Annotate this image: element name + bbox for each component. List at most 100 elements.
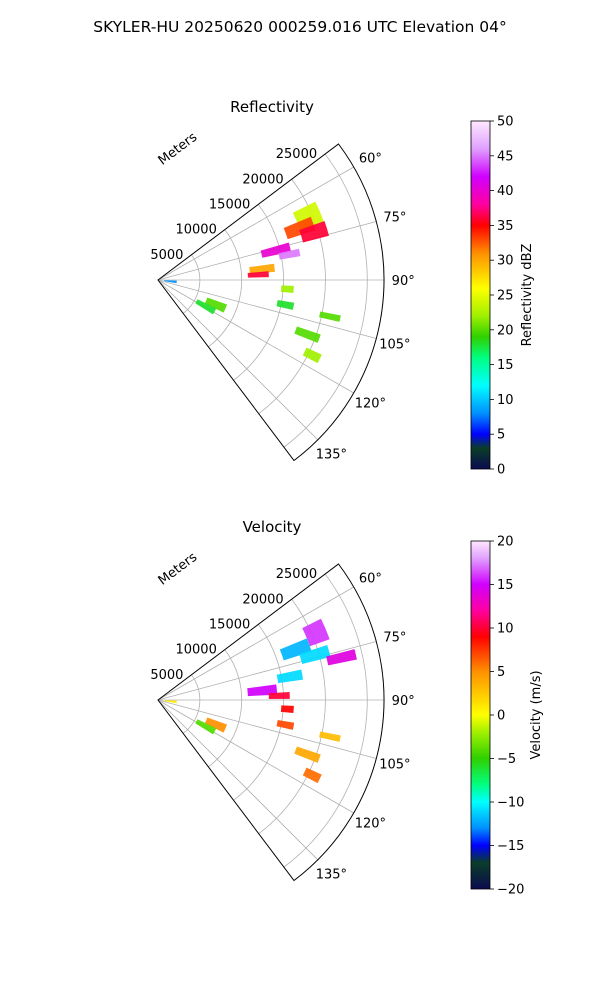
range-tick-label: 10000 bbox=[175, 643, 216, 658]
radar-echo-cell bbox=[283, 216, 316, 240]
colorbar-tick-label: 15 bbox=[497, 578, 514, 593]
radar-echo-cell bbox=[280, 705, 294, 714]
colorbar-tick-label: −15 bbox=[497, 839, 524, 854]
range-ring bbox=[233, 204, 284, 381]
radar-echo-cell bbox=[268, 691, 290, 700]
azimuth-spoke bbox=[157, 586, 354, 701]
azimuth-tick-label: 90° bbox=[392, 694, 415, 709]
velocity-echoes bbox=[164, 618, 357, 784]
range-ring bbox=[233, 624, 284, 801]
azimuth-spoke bbox=[157, 166, 354, 281]
radar-echo-cell bbox=[276, 720, 295, 730]
colorbar-gradient bbox=[470, 120, 491, 470]
colorbar-tick-label: 20 bbox=[497, 323, 514, 338]
colorbar-tick-label: 0 bbox=[497, 709, 505, 724]
range-tick-label: 5000 bbox=[150, 668, 183, 683]
figure-suptitle: SKYLER-HU 20250620 000259.016 UTC Elevat… bbox=[93, 18, 507, 36]
radar-echo-cell bbox=[276, 669, 304, 684]
radar-echo-cell bbox=[164, 700, 177, 704]
azimuth-tick-label: 90° bbox=[392, 274, 415, 289]
radar-echo-cell bbox=[279, 638, 312, 661]
sector-outline bbox=[157, 563, 385, 882]
reflectivity-range-label: Meters bbox=[156, 130, 201, 169]
colorbar-tick-label: 0 bbox=[497, 463, 505, 478]
azimuth-tick-label: 75° bbox=[383, 631, 406, 646]
radar-echo-cell bbox=[204, 717, 228, 733]
radar-echo-cell bbox=[299, 221, 329, 243]
azimuth-spoke bbox=[157, 699, 319, 861]
velocity-azimuth-ticks: 60° 75° 90° 105° 120° 135° bbox=[316, 571, 415, 882]
azimuth-tick-label: 120° bbox=[355, 817, 386, 832]
azimuth-tick-label: 60° bbox=[359, 571, 382, 586]
reflectivity-range-ticks: 5000 10000 15000 20000 25000 bbox=[150, 147, 317, 263]
velocity-colorbar-bar bbox=[470, 540, 491, 890]
radar-echo-cell bbox=[319, 731, 341, 742]
colorbar-gradient bbox=[470, 540, 491, 890]
colorbar-tick-label: 25 bbox=[497, 289, 514, 304]
range-tick-label: 20000 bbox=[242, 592, 283, 607]
radar-echo-cell bbox=[326, 649, 357, 666]
radar-echo-cell bbox=[302, 767, 322, 784]
range-tick-label: 25000 bbox=[276, 147, 317, 162]
range-ring bbox=[182, 254, 201, 314]
reflectivity-azimuth-ticks: 60° 75° 90° 105° 120° 135° bbox=[316, 151, 415, 462]
reflectivity-echoes bbox=[164, 201, 341, 364]
range-tick-label: 5000 bbox=[150, 248, 183, 263]
azimuth-spoke bbox=[157, 279, 354, 394]
colorbar-tick-label: −20 bbox=[497, 883, 524, 898]
colorbar-tick-label: 5 bbox=[497, 665, 505, 680]
colorbar-tick-label: 20 bbox=[497, 535, 514, 550]
range-tick-label: 15000 bbox=[209, 197, 250, 212]
reflectivity-panel: Reflectivity 5000 10000 15000 20000 25000 60… bbox=[150, 98, 414, 462]
velocity-colorbar: −20 −15 −10 −5 0 5 10 15 20 Velocity (m/s) bbox=[470, 535, 544, 898]
azimuth-tick-label: 105° bbox=[379, 337, 410, 352]
azimuth-spoke bbox=[157, 641, 377, 701]
radar-echo-cell bbox=[164, 280, 177, 284]
colorbar-tick-label: 35 bbox=[497, 219, 514, 234]
reflectivity-colorbar: 0 5 10 15 20 25 30 35 40 45 50 Reflectivity dBZ bbox=[470, 115, 535, 478]
radar-echo-cell bbox=[278, 248, 301, 260]
reflectivity-sector-frame bbox=[157, 143, 385, 462]
azimuth-tick-label: 120° bbox=[355, 397, 386, 412]
range-ring bbox=[208, 229, 243, 348]
range-tick-label: 15000 bbox=[209, 617, 250, 632]
radar-echo-cell bbox=[276, 300, 295, 310]
velocity-colorbar-label: Velocity (m/s) bbox=[529, 670, 544, 759]
range-ring bbox=[182, 674, 201, 734]
velocity-title: Velocity bbox=[243, 518, 302, 536]
azimuth-spoke bbox=[157, 279, 319, 441]
velocity-colorbar-ticks: −20 −15 −10 −5 0 5 10 15 20 bbox=[490, 535, 524, 898]
azimuth-spoke bbox=[157, 699, 354, 814]
colorbar-tick-label: 40 bbox=[497, 184, 514, 199]
colorbar-tick-label: 10 bbox=[497, 622, 514, 637]
azimuth-tick-label: 135° bbox=[316, 447, 347, 462]
radar-echo-cell bbox=[294, 746, 321, 763]
reflectivity-polar-grid bbox=[157, 153, 384, 448]
reflectivity-title: Reflectivity bbox=[230, 98, 314, 116]
velocity-range-ticks: 5000 10000 15000 20000 25000 bbox=[150, 567, 317, 683]
range-tick-label: 25000 bbox=[276, 567, 317, 582]
radar-echo-cell bbox=[260, 242, 292, 258]
radar-echo-cell bbox=[195, 299, 217, 315]
colorbar-tick-label: 50 bbox=[497, 115, 514, 130]
radar-echo-cell bbox=[302, 347, 322, 364]
colorbar-tick-label: −10 bbox=[497, 796, 524, 811]
radar-echo-cell bbox=[294, 326, 321, 343]
reflectivity-colorbar-ticks: 0 5 10 15 20 25 30 35 40 45 50 bbox=[490, 115, 514, 478]
azimuth-tick-label: 75° bbox=[383, 211, 406, 226]
radar-echo-cell bbox=[302, 618, 330, 647]
azimuth-tick-label: 135° bbox=[316, 867, 347, 882]
radar-echo-cell bbox=[280, 285, 294, 294]
azimuth-tick-label: 105° bbox=[379, 757, 410, 772]
reflectivity-colorbar-bar bbox=[470, 120, 491, 470]
radar-echo-cell bbox=[299, 645, 331, 665]
range-ring bbox=[283, 153, 368, 448]
velocity-panel: Velocity 5000 10000 15000 20000 25000 60° 75°… bbox=[150, 518, 414, 882]
velocity-sector-frame bbox=[157, 563, 385, 882]
velocity-range-label: Meters bbox=[156, 550, 201, 589]
radar-echo-cell bbox=[247, 684, 278, 697]
colorbar-tick-label: 10 bbox=[497, 393, 514, 408]
radar-echo-cell bbox=[247, 271, 269, 278]
colorbar-tick-label: 15 bbox=[497, 358, 514, 373]
